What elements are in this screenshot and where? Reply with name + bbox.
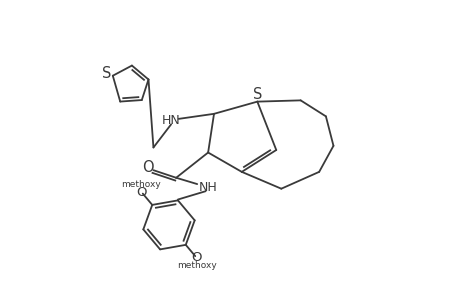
Text: O: O	[191, 251, 202, 264]
Text: HN: HN	[162, 114, 180, 127]
Text: NH: NH	[198, 181, 217, 194]
Text: methoxy: methoxy	[121, 180, 160, 189]
Text: S: S	[102, 66, 112, 81]
Text: S: S	[253, 87, 262, 102]
Text: O: O	[136, 186, 146, 199]
Text: methoxy: methoxy	[177, 261, 217, 270]
Text: O: O	[142, 160, 154, 175]
